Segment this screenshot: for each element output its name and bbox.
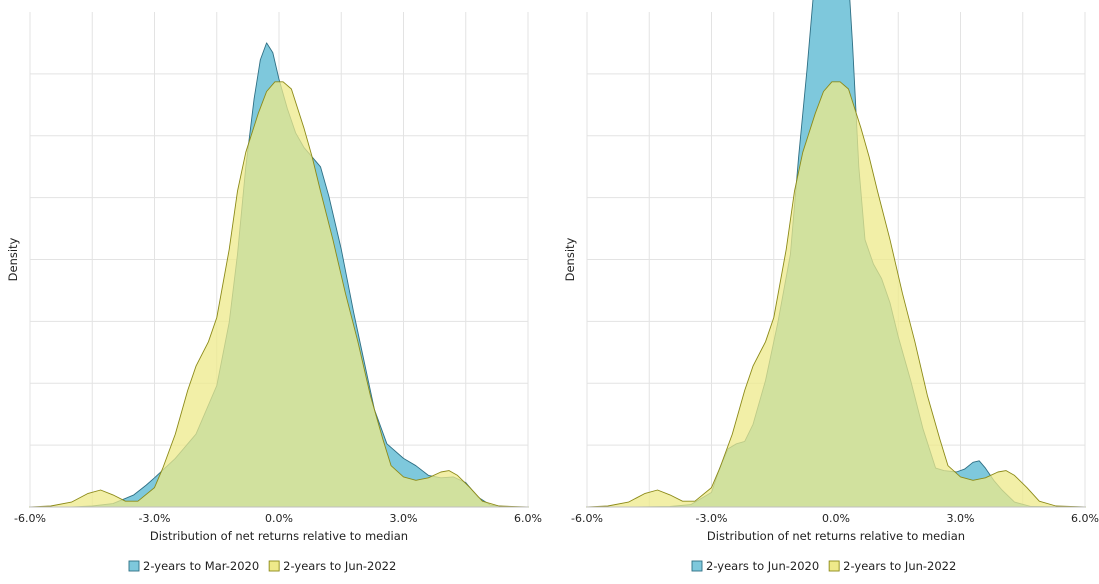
- x-tick-label: 3.0%: [390, 512, 418, 525]
- legend: 2-years to Jun-2020 2-years to Jun-2022: [691, 559, 956, 573]
- x-tick-label: -6.0%: [571, 512, 603, 525]
- x-tick-label: 3.0%: [947, 512, 975, 525]
- legend-swatch: [691, 560, 703, 572]
- x-tick-label: -3.0%: [696, 512, 728, 525]
- legend-label: 2-years to Mar-2020: [143, 559, 259, 573]
- chart-panel-2: -6.0% -3.0% 0.0% 3.0% 6.0% Distribution of ne…: [563, 0, 1099, 573]
- x-tick-label: 6.0%: [1071, 512, 1099, 525]
- x-axis-label: Distribution of net returns relative to …: [707, 529, 965, 543]
- x-tick-label: 6.0%: [514, 512, 542, 525]
- chart-panel-1: -6.0% -3.0% 0.0% 3.0% 6.0% Distribution of ne…: [6, 12, 542, 573]
- x-tick-label: -6.0%: [14, 512, 46, 525]
- x-axis-label: Distribution of net returns relative to …: [150, 529, 408, 543]
- x-tick-label: 0.0%: [822, 512, 850, 525]
- y-axis-label: Density: [6, 237, 20, 281]
- legend-swatch: [268, 560, 280, 572]
- density-area-2: [586, 81, 1086, 508]
- x-tick-label: 0.0%: [265, 512, 293, 525]
- legend: 2-years to Mar-2020 2-years to Jun-2022: [128, 559, 396, 573]
- legend-label: 2-years to Jun-2022: [283, 559, 396, 573]
- legend-label: 2-years to Jun-2022: [843, 559, 956, 573]
- legend-swatch: [128, 560, 140, 572]
- x-tick-label: -3.0%: [139, 512, 171, 525]
- density-area-2: [29, 81, 529, 508]
- legend-label: 2-years to Jun-2020: [706, 559, 819, 573]
- y-axis-label: Density: [563, 237, 577, 281]
- legend-swatch: [828, 560, 840, 572]
